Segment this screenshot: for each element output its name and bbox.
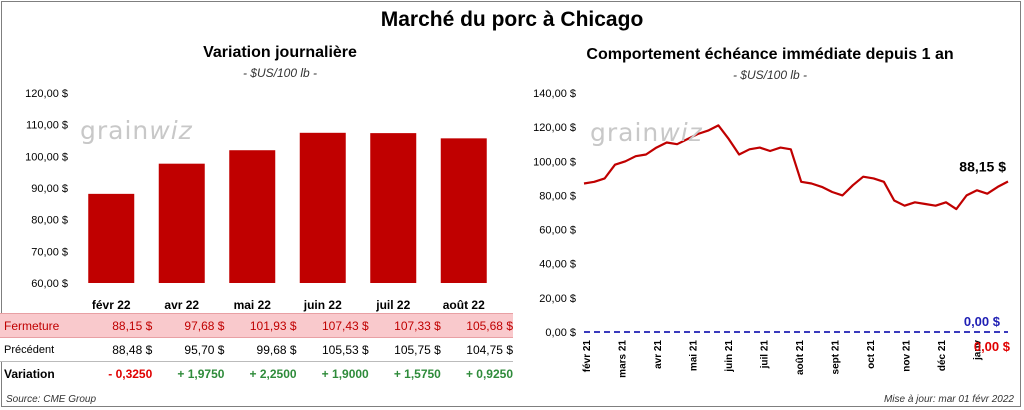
bar-mai-22 (229, 150, 276, 283)
x-tick-label: févr 22 (92, 298, 131, 312)
x-tick-label: déc 21 (937, 340, 948, 372)
x-tick-label: juin 21 (724, 340, 735, 373)
x-tick-label: avr 22 (164, 298, 199, 312)
source-note: Source: CME Group (6, 394, 97, 405)
x-tick-label: janv (973, 340, 984, 361)
cell: 107,33 $ (368, 313, 441, 338)
row-label: Fermeture (0, 313, 81, 338)
x-tick-label: nov 21 (902, 340, 913, 372)
table-row-variation: Variation - 0,3250 + 1,9750 + 2,2500 + 1… (0, 361, 513, 385)
x-tick-label: juil 21 (760, 340, 771, 370)
line-chart-title: Comportement échéance immédiate depuis 1… (586, 46, 954, 63)
bar-chart: 60,00 $ 70,00 $ 80,00 $ 90,00 $ 100,00 $ 110,… (25, 88, 487, 312)
bar-juil-22 (370, 133, 417, 283)
zero-label-blue: 0,00 $ (964, 314, 1001, 329)
cell: + 1,5750 (368, 361, 441, 385)
cell: 105,68 $ (440, 313, 513, 338)
x-tick-label: févr 21 (582, 340, 593, 373)
cell: + 1,9000 (296, 361, 369, 385)
bar-févr-22 (88, 193, 135, 283)
page-title: Marché du porc à Chicago (380, 8, 644, 31)
x-tick-label: avr 21 (653, 340, 664, 369)
x-tick-label: mai 21 (689, 340, 700, 372)
bar-avr-22 (158, 163, 205, 283)
grainwiz-logo-left: grainwiz (80, 116, 193, 145)
y-tick-label: 70,00 $ (31, 246, 68, 258)
x-tick-label: juil 22 (375, 298, 410, 312)
bar-chart-unit: - $US/100 lb - (242, 66, 318, 80)
y-tick-label: 140,00 $ (533, 88, 576, 100)
y-tick-label: 100,00 $ (533, 156, 576, 168)
cell: 97,68 $ (152, 313, 225, 338)
y-tick-label: 0,00 $ (545, 327, 576, 339)
table-row-close: Fermeture 88,15 $ 97,68 $ 101,93 $ 107,4… (0, 313, 513, 338)
y-tick-label: 120,00 $ (25, 88, 68, 100)
x-tick-label: mai 22 (234, 298, 272, 312)
y-tick-label: 90,00 $ (31, 183, 68, 195)
y-tick-label: 60,00 $ (539, 225, 576, 237)
cell: 107,43 $ (296, 313, 369, 338)
bar-juin-22 (299, 132, 346, 283)
y-tick-label: 40,00 $ (539, 259, 576, 271)
y-tick-label: 80,00 $ (539, 190, 576, 202)
table-row-previous: Précédent 88,48 $ 95,70 $ 99,68 $ 105,53… (0, 337, 513, 362)
cell: 104,75 $ (440, 337, 513, 362)
cell: 105,53 $ (296, 337, 369, 362)
row-label: Précédent (0, 337, 81, 362)
cell: + 2,2500 (224, 361, 297, 385)
y-tick-label: 100,00 $ (25, 151, 68, 163)
x-tick-label: juin 22 (303, 298, 342, 312)
cell: 95,70 $ (152, 337, 225, 362)
x-tick-label: oct 21 (866, 340, 877, 369)
last-price-label: 88,15 $ (959, 159, 1006, 175)
cell: + 0,9250 (440, 361, 513, 385)
x-tick-label: mars 21 (618, 340, 629, 378)
cell: + 1,9750 (152, 361, 225, 385)
x-tick-label: août 22 (443, 298, 485, 312)
y-tick-label: 110,00 $ (26, 120, 68, 132)
grainwiz-logo-right: grainwiz (590, 118, 703, 147)
x-tick-label: sept 21 (831, 340, 842, 375)
y-tick-label: 120,00 $ (533, 122, 576, 134)
price-table: Fermeture 88,15 $ 97,68 $ 101,93 $ 107,4… (0, 313, 513, 385)
price-line (583, 124, 1009, 211)
cell: 99,68 $ (224, 337, 297, 362)
cell: 105,75 $ (368, 337, 441, 362)
bar-août-22 (440, 138, 487, 283)
line-chart-unit: - $US/100 lb - (732, 68, 808, 82)
y-tick-label: 80,00 $ (31, 215, 68, 227)
cell: 101,93 $ (224, 313, 297, 338)
bar-chart-title: Variation journalière (203, 44, 357, 61)
y-tick-label: 60,00 $ (31, 278, 68, 290)
cell: 88,15 $ (80, 313, 153, 338)
line-chart: 0,00 $ 20,00 $ 40,00 $ 60,00 $ 80,00 $ 100,00… (533, 88, 1011, 378)
y-tick-label: 20,00 $ (539, 293, 576, 305)
update-note: Mise à jour: mar 01 févr 2022 (883, 394, 1014, 405)
row-label: Variation (0, 361, 81, 385)
zero-label-red: 0,00 $ (974, 339, 1011, 354)
cell: 88,48 $ (80, 337, 153, 362)
cell: - 0,3250 (80, 361, 153, 385)
x-tick-label: août 21 (795, 340, 806, 375)
